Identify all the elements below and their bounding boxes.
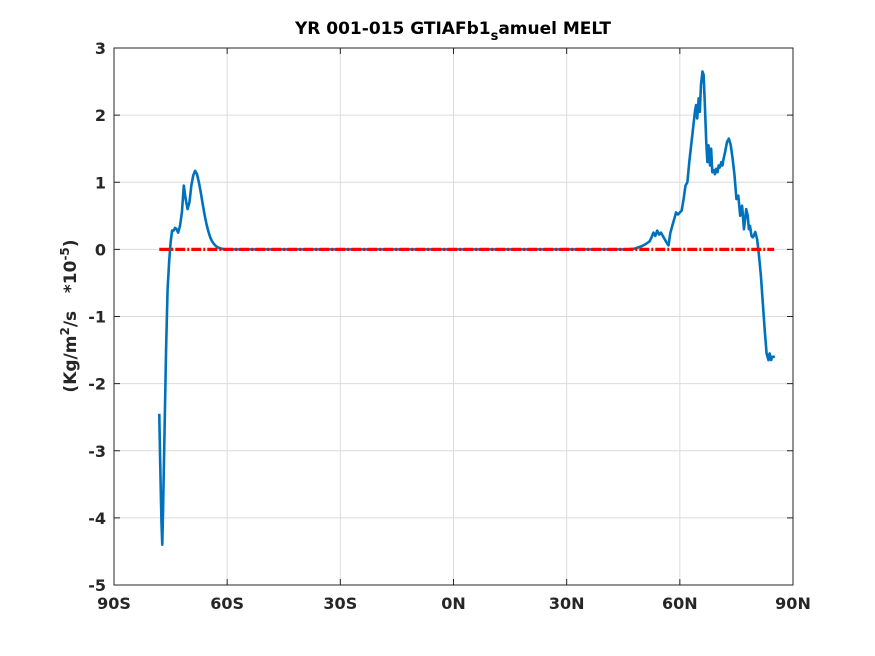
y-tick-label: -1 bbox=[88, 308, 106, 327]
x-tick-label: 90N bbox=[775, 594, 811, 613]
x-tick-label: 30N bbox=[549, 594, 585, 613]
y-axis-label: (Kg/m2/s *10-5) bbox=[58, 239, 81, 392]
y-axis-label-sup2: -5 bbox=[58, 247, 72, 260]
series-layer bbox=[157, 70, 776, 547]
chart-title-prefix: YR 001-015 GTIAFb1 bbox=[294, 19, 491, 39]
x-tick-label: 0N bbox=[441, 594, 466, 613]
y-tick-label: -2 bbox=[88, 375, 106, 394]
y-tick-label: 2 bbox=[95, 106, 106, 125]
y-tick-label: 3 bbox=[95, 39, 106, 58]
chart-title: YR 001-015 GTIAFb1samuel MELT bbox=[294, 19, 611, 44]
x-tick-label: 90S bbox=[97, 594, 131, 613]
y-axis-label-part2: /s *10 bbox=[61, 260, 81, 327]
ticks: 90S 60S 30S 0N 30N 60N 90N 3 2 1 0 -1 -2 -3 -4 -5 bbox=[88, 39, 811, 613]
x-tick-label: 60S bbox=[210, 594, 244, 613]
y-axis-label-part1: (Kg/m bbox=[61, 336, 81, 393]
chart-title-subscript: s bbox=[491, 29, 499, 44]
y-tick-label: -5 bbox=[88, 576, 106, 595]
y-tick-label: 1 bbox=[95, 173, 106, 192]
y-axis-label-part3: ) bbox=[61, 239, 81, 247]
y-tick-label: 0 bbox=[95, 240, 106, 259]
chart-title-suffix: amuel MELT bbox=[498, 19, 611, 39]
x-tick-label: 30S bbox=[323, 594, 357, 613]
x-tick-label: 60N bbox=[662, 594, 698, 613]
y-axis-label-sup1: 2 bbox=[58, 327, 72, 335]
melt-series-line bbox=[157, 70, 776, 547]
y-tick-label: -3 bbox=[88, 442, 106, 461]
y-tick-label: -4 bbox=[88, 509, 106, 528]
